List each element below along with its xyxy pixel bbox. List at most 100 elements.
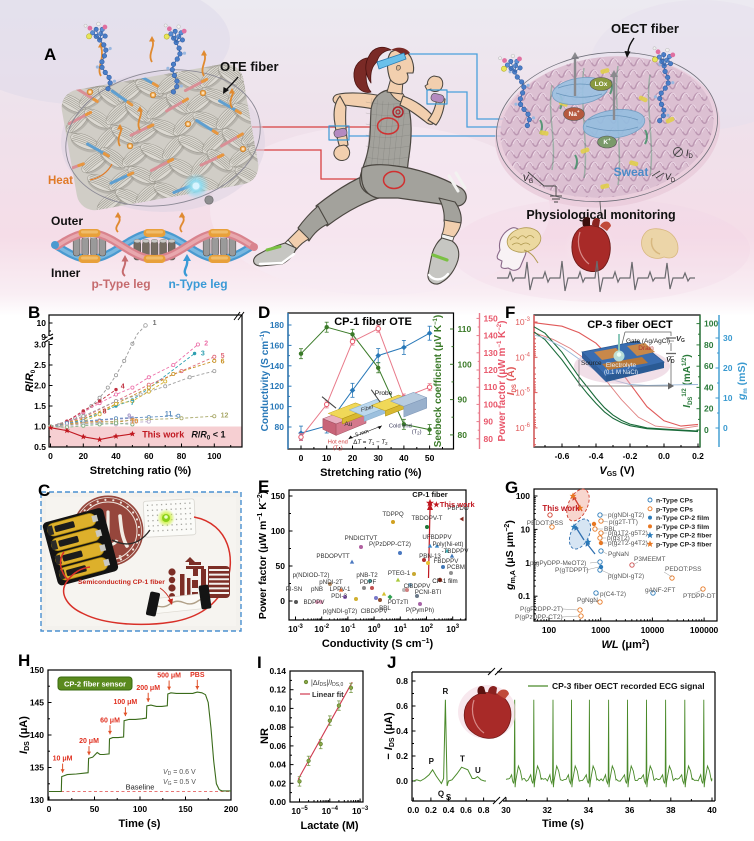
svg-text:140: 140 xyxy=(30,730,44,740)
svg-text:50: 50 xyxy=(90,804,100,814)
svg-text:Time (s): Time (s) xyxy=(542,818,584,830)
svg-text:p(gNDI-gT2): p(gNDI-gT2) xyxy=(608,573,644,580)
svg-text:TBDOPV-T: TBDOPV-T xyxy=(412,515,443,522)
svg-text:LPPV-1: LPPV-1 xyxy=(330,586,352,593)
svg-text:p-Type CP-3 film: p-Type CP-3 film xyxy=(656,524,709,531)
svg-text:9: 9 xyxy=(41,332,46,342)
svg-text:10: 10 xyxy=(131,419,139,426)
svg-text:100: 100 xyxy=(484,399,498,409)
svg-text:Cold end: Cold end xyxy=(389,424,412,430)
svg-text:CP-2 fiber sensor: CP-2 fiber sensor xyxy=(64,680,126,689)
svg-text:20: 20 xyxy=(348,453,358,463)
svg-text:P(PzDPP-CT2): P(PzDPP-CT2) xyxy=(369,541,411,548)
svg-text:180: 180 xyxy=(270,320,284,330)
svg-text:T: T xyxy=(460,755,465,764)
svg-text:VGS (V): VGS (V) xyxy=(599,465,635,478)
svg-text:E: E xyxy=(258,477,269,496)
svg-text:0.4: 0.4 xyxy=(396,726,408,736)
svg-text:10-2: 10-2 xyxy=(314,624,329,634)
svg-text:p-Type CP-3 fiber: p-Type CP-3 fiber xyxy=(656,542,712,549)
svg-text:BDPPV: BDPPV xyxy=(304,599,326,606)
svg-text:PI-SN: PI-SN xyxy=(286,586,303,593)
svg-text:P(gTDPPT): P(gTDPPT) xyxy=(555,567,589,574)
svg-text:0.0: 0.0 xyxy=(658,451,670,461)
svg-text:Stretching ratio (%): Stretching ratio (%) xyxy=(90,465,192,477)
svg-text:PBDOPVTT: PBDOPVTT xyxy=(316,553,350,560)
svg-text:R/R0: R/R0 xyxy=(24,369,37,392)
svg-text:p(gNDI-gT2): p(gNDI-gT2) xyxy=(608,512,644,519)
svg-text:100000: 100000 xyxy=(690,625,719,635)
svg-text:Sweat: Sweat xyxy=(614,165,649,179)
svg-text:0.6: 0.6 xyxy=(396,701,408,711)
svg-text:1.5: 1.5 xyxy=(34,401,46,411)
svg-text:10-1: 10-1 xyxy=(340,624,355,634)
svg-text:F: F xyxy=(505,303,515,322)
svg-text:100: 100 xyxy=(271,526,285,536)
svg-text:40: 40 xyxy=(704,382,714,392)
svg-text:J: J xyxy=(387,653,396,672)
svg-text:R/R0 < 1: R/R0 < 1 xyxy=(191,430,225,442)
svg-text:20: 20 xyxy=(723,363,733,373)
svg-text:11: 11 xyxy=(165,411,173,418)
svg-text:1.0: 1.0 xyxy=(34,422,46,432)
svg-text:Outer: Outer xyxy=(51,214,83,228)
svg-text:0.8: 0.8 xyxy=(478,805,490,815)
svg-text:10: 10 xyxy=(322,453,332,463)
svg-text:0.4: 0.4 xyxy=(443,805,455,815)
svg-text:Q: Q xyxy=(438,790,444,799)
svg-text:FBDPPV: FBDPPV xyxy=(434,558,460,565)
svg-text:CP-1 fiber: CP-1 fiber xyxy=(412,490,448,499)
svg-text:1000: 1000 xyxy=(591,625,610,635)
svg-text:Power factor (μW m−1 K−2): Power factor (μW m−1 K−2) xyxy=(497,321,508,442)
svg-text:100: 100 xyxy=(542,625,556,635)
svg-text:0.08: 0.08 xyxy=(269,722,286,732)
svg-text:(T1): (T1) xyxy=(333,446,343,452)
svg-text:110: 110 xyxy=(484,382,498,392)
svg-text:A: A xyxy=(44,45,56,64)
svg-text:10-3: 10-3 xyxy=(288,624,303,634)
svg-text:2: 2 xyxy=(204,341,208,348)
svg-text:H: H xyxy=(18,651,30,670)
svg-text:G: G xyxy=(505,478,518,497)
svg-text:P(PymPh): P(PymPh) xyxy=(406,607,434,614)
svg-text:OTE fiber: OTE fiber xyxy=(220,59,279,74)
svg-text:10-4: 10-4 xyxy=(515,352,530,362)
svg-text:0.14: 0.14 xyxy=(269,666,286,676)
svg-text:20: 20 xyxy=(79,451,89,461)
svg-text:130: 130 xyxy=(484,348,498,358)
svg-text:30: 30 xyxy=(723,333,733,343)
svg-text:U: U xyxy=(475,766,481,775)
svg-text:150: 150 xyxy=(484,313,498,323)
svg-text:0: 0 xyxy=(48,451,53,461)
svg-text:80: 80 xyxy=(177,451,187,461)
svg-text:Conductivity (S cm−1): Conductivity (S cm−1) xyxy=(260,331,271,432)
svg-text:n-Type CP-2 film: n-Type CP-2 film xyxy=(656,515,709,522)
svg-text:20 μM: 20 μM xyxy=(79,738,99,745)
svg-text:TDPPQ: TDPPQ xyxy=(382,511,404,518)
svg-text:200: 200 xyxy=(224,804,238,814)
svg-text:130: 130 xyxy=(30,795,44,805)
svg-text:p-Type CPs: p-Type CPs xyxy=(656,506,693,513)
svg-text:D: D xyxy=(258,303,270,322)
svg-text:|ΔIDS|/IDS,0: |ΔIDS|/IDS,0 xyxy=(311,680,343,688)
svg-text:★This work: ★This work xyxy=(433,500,476,509)
svg-text:Stretching ratio (%): Stretching ratio (%) xyxy=(320,467,422,479)
svg-text:32: 32 xyxy=(542,805,552,815)
svg-text:Conductivity (S cm−1): Conductivity (S cm−1) xyxy=(322,638,434,650)
svg-text:n-Type CPs: n-Type CPs xyxy=(656,498,693,505)
svg-text:1: 1 xyxy=(153,320,157,327)
svg-text:PDTzTl: PDTzTl xyxy=(388,599,409,606)
svg-text:0: 0 xyxy=(704,425,709,435)
svg-text:Linear fit: Linear fit xyxy=(312,690,344,699)
svg-text:Time (s): Time (s) xyxy=(119,818,161,830)
svg-text:50: 50 xyxy=(425,453,435,463)
svg-text:Au: Au xyxy=(344,421,352,428)
svg-text:PBN-13: PBN-13 xyxy=(419,553,441,560)
svg-text:40: 40 xyxy=(111,451,121,461)
svg-text:PDPF: PDPF xyxy=(360,579,377,586)
svg-text:0.8: 0.8 xyxy=(396,676,408,686)
svg-text:VD = 0.6 V: VD = 0.6 V xyxy=(163,769,196,777)
svg-text:pNB: pNB xyxy=(311,586,323,593)
svg-text:p-Type leg: p-Type leg xyxy=(91,277,150,291)
svg-text:100: 100 xyxy=(270,402,284,412)
